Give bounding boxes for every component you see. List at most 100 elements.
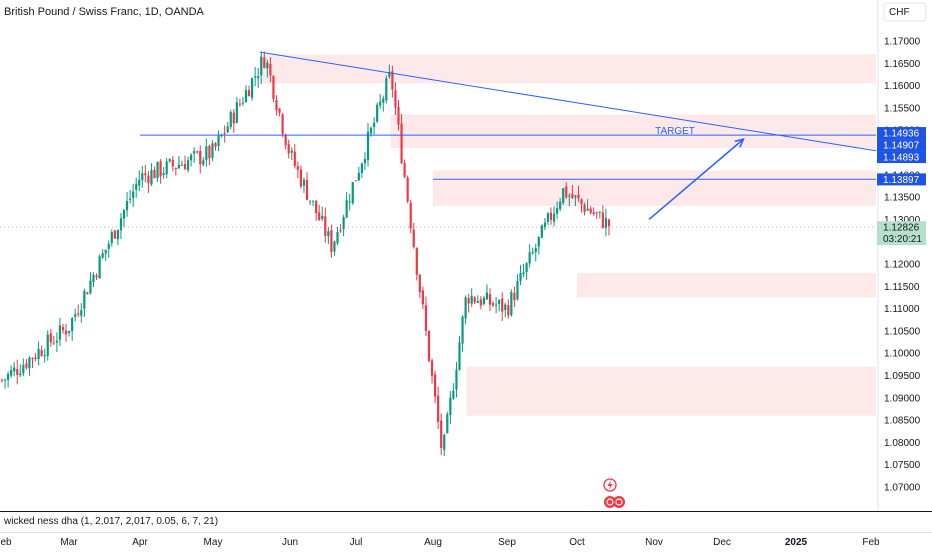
candle-down [571, 193, 574, 198]
candle-up [83, 290, 86, 309]
candle-down [247, 90, 251, 97]
candle-down [113, 230, 116, 239]
candle-down [171, 160, 174, 167]
economic-event-icon[interactable] [604, 496, 616, 508]
time-tick-label: Feb [862, 537, 880, 548]
candle-up [138, 179, 141, 186]
candle-down [293, 151, 296, 166]
candle-up [345, 200, 348, 218]
candle-up [376, 104, 379, 122]
price-level-tag-label: 1.13897 [883, 175, 920, 186]
candle-up [537, 236, 540, 247]
candle-down [174, 167, 177, 169]
candle-up [449, 397, 452, 416]
candle-down [488, 293, 492, 305]
event-ring-icon-2 [615, 498, 623, 506]
candle-down [49, 333, 52, 343]
descending-trendline [260, 51, 877, 152]
candle-up [101, 253, 104, 258]
price-axis[interactable]: 1.170001.165001.160001.155001.150001.145… [884, 37, 921, 494]
candle-up [251, 78, 254, 98]
candle-down [272, 76, 275, 100]
candle-down [144, 173, 147, 176]
supply-demand-zones [260, 54, 876, 416]
candle-up [388, 71, 391, 77]
candle-down [31, 358, 34, 360]
candle-down [95, 275, 98, 278]
price-tick-label: 1.10500 [884, 326, 921, 337]
candle-up [104, 249, 107, 254]
time-tick-label: 2025 [785, 537, 808, 548]
candle-down [549, 212, 553, 220]
candle-up [443, 434, 446, 450]
candle-up [363, 159, 367, 164]
candle-up [141, 173, 144, 181]
candle-down [473, 297, 476, 303]
candle-up [485, 292, 489, 300]
candle-down [196, 151, 199, 153]
candle-up [470, 295, 473, 304]
candle-down [437, 395, 440, 422]
current-price-label: 1.12826 [883, 223, 920, 234]
price-level-tag-label: 1.14893 [883, 153, 920, 164]
candle-up [552, 213, 556, 222]
time-tick-label: Mar [60, 537, 78, 548]
candle-up [43, 355, 46, 357]
candle-down [589, 208, 592, 213]
candlestick-series[interactable] [0, 51, 611, 456]
candle-up [266, 62, 269, 69]
candle-up [202, 160, 205, 165]
candle-up [476, 301, 479, 303]
candle-down [52, 343, 55, 345]
currency-button[interactable]: CHF [883, 2, 927, 22]
price-tick-label: 1.09500 [884, 371, 921, 382]
time-tick-label: Sep [498, 537, 516, 548]
time-tick-label: Aug [424, 537, 442, 548]
candle-down [86, 292, 89, 295]
current-price-tag [877, 221, 926, 246]
candle-up [74, 314, 77, 317]
candle-up [162, 172, 165, 175]
price-level-tag [877, 127, 926, 140]
candle-down [153, 169, 156, 179]
candle-up [568, 195, 571, 197]
time-axis[interactable]: Feb Mar Apr May Jun Jul Aug Sep Oct Nov Dec 2025 Feb [0, 537, 880, 548]
candle-up [135, 184, 138, 190]
candle-down [64, 330, 68, 335]
candle-up [464, 297, 467, 319]
time-tick-label: Oct [569, 537, 585, 548]
candle-up [241, 102, 245, 104]
candle-up [3, 379, 7, 381]
forecast-arrow-head [734, 138, 745, 148]
price-tick-label: 1.15500 [884, 103, 921, 114]
candle-down [199, 150, 202, 165]
indicator-label[interactable]: wicked ness dha (1, 2,017, 2,017, 0.05, … [3, 516, 218, 527]
candle-down [601, 212, 604, 228]
candle-down [513, 292, 516, 301]
candle-up [562, 188, 565, 204]
price-tick-label: 1.13000 [884, 215, 921, 226]
economic-event-icon-2[interactable] [613, 496, 625, 508]
event-icons[interactable] [603, 478, 625, 508]
drawing-lines[interactable]: TARGET [0, 51, 877, 228]
candle-down [397, 106, 400, 125]
price-tick-label: 1.07500 [884, 460, 921, 471]
candle-up [385, 78, 388, 101]
time-tick-label: Apr [132, 537, 148, 548]
candle-up [574, 195, 577, 198]
candle-up [308, 200, 312, 202]
candle-up [522, 272, 525, 275]
candle-down [25, 363, 28, 368]
candle-up [598, 211, 601, 213]
candle-down [415, 248, 418, 275]
candle-down [275, 99, 278, 111]
candle-up [122, 210, 126, 219]
candle-up [229, 112, 232, 128]
candle-up [559, 201, 562, 209]
candle-up [543, 222, 546, 228]
candle-up [528, 252, 531, 264]
time-tick-label: Jun [282, 537, 298, 548]
candle-up [379, 101, 382, 106]
